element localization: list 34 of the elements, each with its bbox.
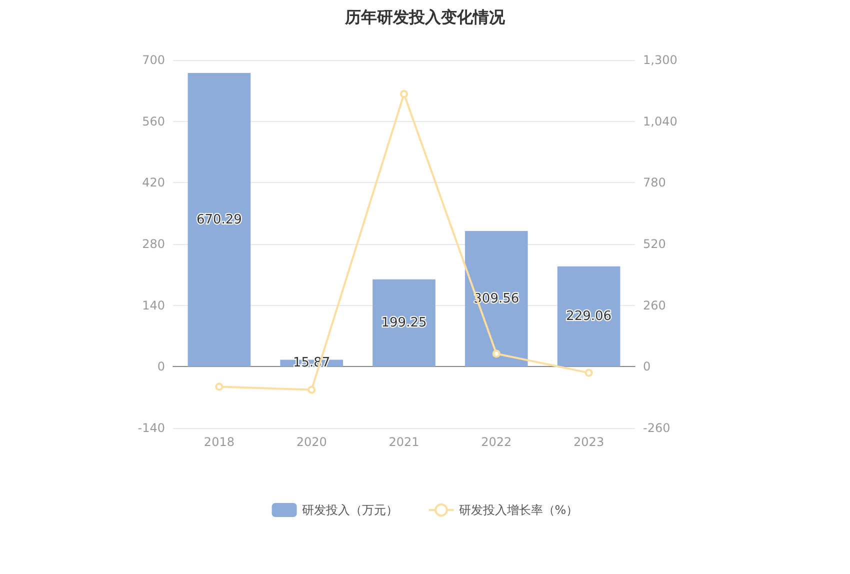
chart-title: 历年研发投入变化情况 — [344, 8, 506, 26]
x-tick-label: 2018 — [204, 435, 234, 449]
y-tick-label: 0 — [157, 360, 165, 374]
y-tick-label: 140 — [142, 298, 165, 312]
y2-tick-label: 0 — [643, 360, 651, 374]
bar — [557, 266, 620, 367]
legend-label: 研发投入增长率（%） — [458, 503, 578, 517]
bar — [372, 279, 436, 367]
y-tick-label: 420 — [142, 176, 165, 190]
y-tick-label: -140 — [138, 421, 165, 435]
y-tick-label: 700 — [142, 53, 165, 67]
x-tick-label: 2021 — [388, 435, 420, 449]
data-label: 229.06 — [566, 308, 612, 324]
legend-label: 研发投入（万元） — [302, 503, 398, 517]
point — [215, 382, 224, 391]
point — [400, 90, 408, 98]
y2-tick-label: -260 — [643, 421, 670, 435]
point — [584, 368, 593, 377]
x-tick-label: 2023 — [574, 435, 604, 449]
x-tick-label: 2022 — [481, 435, 512, 449]
y-tick-label: 280 — [142, 237, 165, 251]
y2-tick-label: 1,040 — [643, 114, 678, 128]
y2-tick-label: 780 — [643, 176, 666, 190]
y-tick-label: 560 — [142, 114, 165, 128]
data-label: 199.25 — [381, 316, 427, 331]
y2-tick-label: 260 — [643, 298, 666, 312]
point — [492, 350, 500, 358]
y2-tick-label: 520 — [643, 237, 666, 251]
data-label: 670.29 — [196, 212, 242, 228]
bar — [188, 73, 251, 367]
bar — [464, 231, 528, 367]
x-tick-label: 2020 — [296, 435, 327, 449]
point — [308, 386, 316, 394]
y2-tick-label: 1,300 — [643, 53, 678, 67]
